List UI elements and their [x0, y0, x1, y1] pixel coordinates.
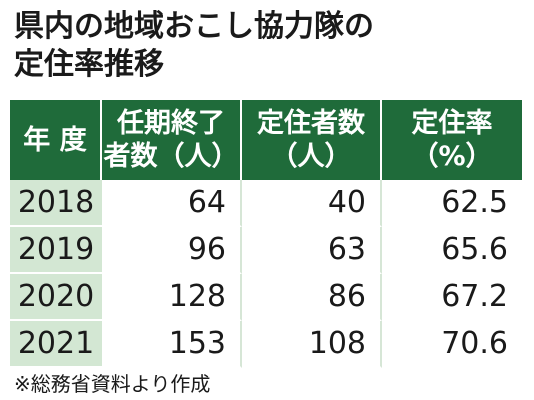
year-cell: 2021 — [10, 321, 102, 368]
value-cell: 70.6 — [382, 321, 522, 368]
header-line: 者数（人） — [103, 141, 239, 172]
year-cell: 2018 — [10, 180, 102, 227]
title-line: 定住率推移 — [14, 47, 164, 82]
value-cell: 63 — [242, 227, 382, 274]
table: 年 度任期終了 者数（人） 定住者数 （人） 定住率 （%） 2018 64 40 62.5 201… — [10, 100, 522, 368]
value-cell: 108 — [242, 321, 382, 368]
header-line: 定住者数 — [257, 108, 365, 139]
header-line: 任期終了 — [117, 108, 225, 139]
value-cell: 67.2 — [382, 274, 522, 321]
header-cell: 定住率 （%） — [382, 100, 522, 180]
header-line: 年 度 — [23, 124, 87, 156]
header-cell: 任期終了 者数（人） — [102, 100, 242, 180]
value-cell: 64 — [102, 180, 242, 227]
note: ※総務省資料より作成 — [14, 372, 211, 396]
header-cell: 年 度 — [10, 100, 102, 180]
title: 県内の地域おこし協力隊の 定住率推移 — [14, 8, 374, 84]
year-cell: 2020 — [10, 274, 102, 321]
value-cell: 62.5 — [382, 180, 522, 227]
year-cell: 2019 — [10, 227, 102, 274]
header-line: （%） — [411, 141, 493, 172]
value-cell: 96 — [102, 227, 242, 274]
value-cell: 40 — [242, 180, 382, 227]
header-line: 定住率 — [411, 108, 493, 139]
value-cell: 86 — [242, 274, 382, 321]
header-line: （人） — [270, 141, 352, 172]
value-cell: 65.6 — [382, 227, 522, 274]
title-line: 県内の地域おこし協力隊の — [14, 9, 374, 44]
value-cell: 128 — [102, 274, 242, 321]
value-cell: 153 — [102, 321, 242, 368]
header-cell: 定住者数 （人） — [242, 100, 382, 180]
